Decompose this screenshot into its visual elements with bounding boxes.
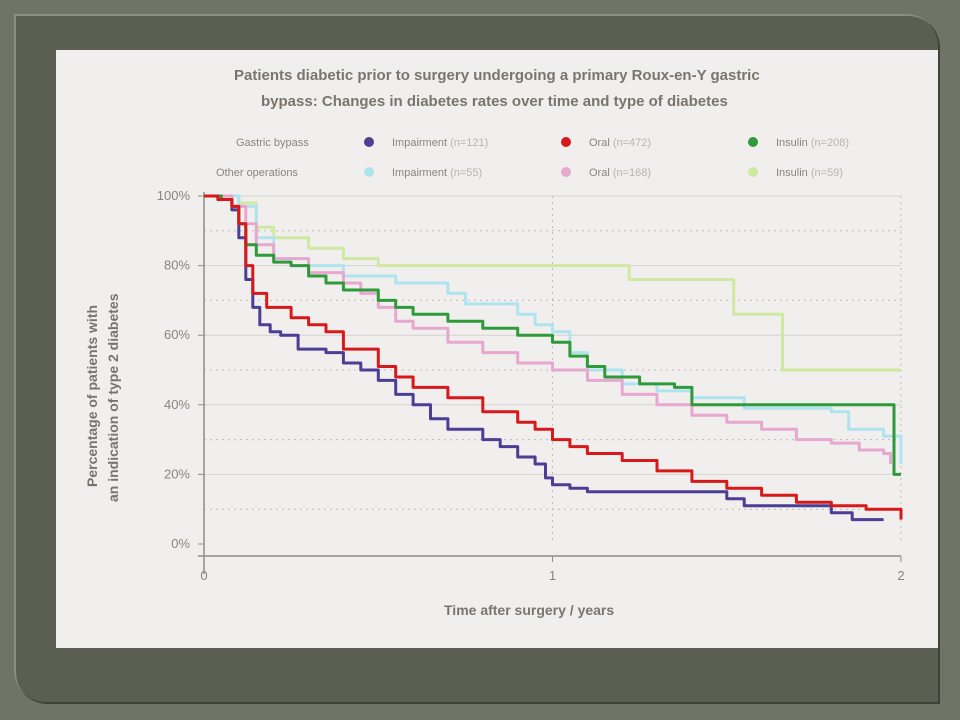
legend-label-gastric-bypass-insulin: Insulin (n=208)	[776, 137, 849, 149]
legend-marker-gastric-bypass-oral	[561, 137, 571, 147]
legend-label-gastric-bypass-oral: Oral (n=472)	[589, 137, 651, 149]
slide-frame: Patients diabetic prior to surgery under…	[14, 14, 940, 704]
legend-label-other-operations-impairment: Impairment (n=55)	[392, 167, 482, 179]
legend-group-gastric-bypass: Gastric bypass	[236, 137, 309, 149]
x-axis-title: Time after surgery / years	[444, 602, 614, 618]
legend-marker-other-operations-oral	[561, 167, 571, 177]
legend: Impairment (n=121) Oral (n=472) Insulin (n…	[364, 137, 849, 179]
series-line-other-operations-impairment	[204, 194, 903, 464]
legend-count-other-operations-insulin: (n=59)	[811, 167, 843, 179]
legend-marker-gastric-bypass-insulin	[748, 137, 758, 147]
y-tick-label: 40%	[164, 397, 190, 412]
series-line-other-operations-oral	[204, 194, 892, 464]
slide: Patients diabetic prior to surgery under…	[56, 50, 938, 648]
x-tick-label: 1	[549, 568, 556, 583]
series-line-other-operations-insulin	[204, 194, 901, 372]
chart-title-line-1: Patients diabetic prior to surgery under…	[234, 67, 760, 84]
legend-marker-other-operations-impairment	[364, 167, 374, 177]
y-tick-label: 20%	[164, 466, 190, 481]
series-line-gastric-bypass-insulin	[204, 194, 901, 476]
legend-count-other-operations-oral: (n=168)	[613, 167, 651, 179]
y-tick-label: 100%	[157, 188, 191, 203]
chart-title-line-2: bypass: Changes in diabetes rates over t…	[261, 93, 728, 110]
axes: 0% 20% 40% 60% 80% 100% 0 1 2	[157, 188, 905, 583]
legend-label-gastric-bypass-impairment: Impairment (n=121)	[392, 137, 488, 149]
legend-label-other-operations-insulin: Insulin (n=59)	[776, 167, 843, 179]
x-tick-label: 0	[200, 568, 207, 583]
legend-label-other-operations-oral: Oral (n=168)	[589, 167, 651, 179]
legend-count-gastric-bypass-impairment: (n=121)	[450, 137, 488, 149]
legend-group-other-operations: Other operations	[216, 167, 298, 179]
legend-count-gastric-bypass-insulin: (n=208)	[811, 137, 849, 149]
y-tick-label: 60%	[164, 327, 190, 342]
y-axis-title-line-1: Percentage of patients with	[84, 305, 100, 487]
x-tick-label: 2	[897, 568, 904, 583]
legend-marker-gastric-bypass-impairment	[364, 137, 374, 147]
series-lines	[204, 194, 903, 522]
chart: Patients diabetic prior to surgery under…	[84, 67, 905, 618]
y-tick-label: 0%	[171, 536, 190, 551]
legend-marker-other-operations-insulin	[748, 167, 758, 177]
legend-count-gastric-bypass-oral: (n=472)	[613, 137, 651, 149]
y-axis-title-line-2: an indication of type 2 diabetes	[105, 293, 121, 502]
y-tick-label: 80%	[164, 258, 190, 273]
legend-count-other-operations-impairment: (n=55)	[450, 167, 482, 179]
series-line-gastric-bypass-oral	[204, 194, 903, 520]
series-line-gastric-bypass-impairment	[204, 194, 884, 522]
